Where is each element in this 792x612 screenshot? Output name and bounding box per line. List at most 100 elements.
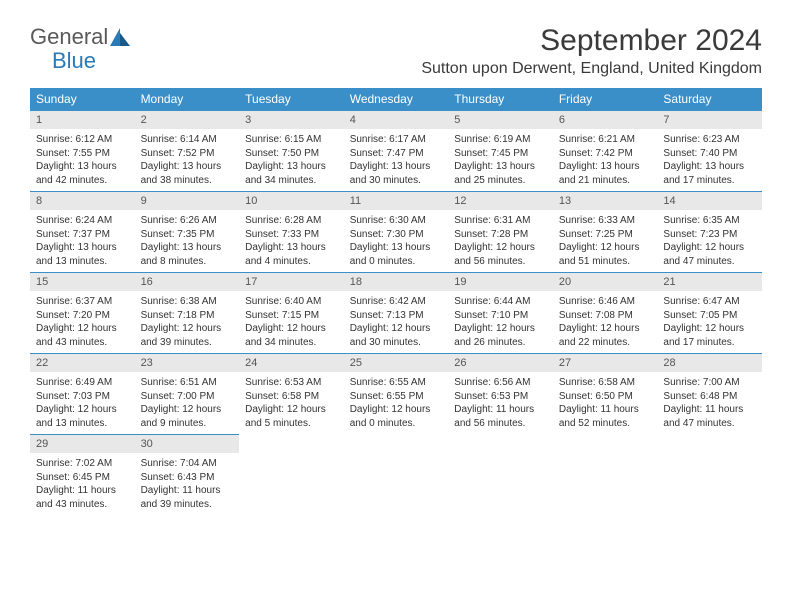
sunrise-text: Sunrise: 6:53 AM: [245, 376, 338, 390]
day-details: Sunrise: 6:17 AMSunset: 7:47 PMDaylight:…: [344, 129, 449, 191]
daylight-text: Daylight: 12 hours and 30 minutes.: [350, 322, 443, 349]
sunrise-text: Sunrise: 6:19 AM: [454, 133, 547, 147]
day-number: 18: [344, 273, 449, 291]
daylight-text: Daylight: 13 hours and 8 minutes.: [141, 241, 234, 268]
sunrise-text: Sunrise: 6:33 AM: [559, 214, 652, 228]
day-number: 19: [448, 273, 553, 291]
day-cell: 25Sunrise: 6:55 AMSunset: 6:55 PMDayligh…: [344, 353, 449, 434]
sunset-text: Sunset: 6:48 PM: [663, 390, 756, 404]
sunset-text: Sunset: 7:50 PM: [245, 147, 338, 161]
day-cell: [239, 434, 344, 515]
header: General September 2024 Sutton upon Derwe…: [30, 24, 762, 78]
day-cell: 4Sunrise: 6:17 AMSunset: 7:47 PMDaylight…: [344, 110, 449, 191]
sunset-text: Sunset: 7:20 PM: [36, 309, 129, 323]
day-details: Sunrise: 6:15 AMSunset: 7:50 PMDaylight:…: [239, 129, 344, 191]
month-title: September 2024: [421, 24, 762, 58]
day-number: 6: [553, 111, 658, 129]
sunrise-text: Sunrise: 6:47 AM: [663, 295, 756, 309]
sunrise-text: Sunrise: 6:24 AM: [36, 214, 129, 228]
day-details: Sunrise: 6:47 AMSunset: 7:05 PMDaylight:…: [657, 291, 762, 353]
daylight-text: Daylight: 13 hours and 25 minutes.: [454, 160, 547, 187]
sunrise-text: Sunrise: 6:38 AM: [141, 295, 234, 309]
daylight-text: Daylight: 13 hours and 21 minutes.: [559, 160, 652, 187]
daylight-text: Daylight: 11 hours and 52 minutes.: [559, 403, 652, 430]
sunrise-text: Sunrise: 6:23 AM: [663, 133, 756, 147]
day-number: 4: [344, 111, 449, 129]
daylight-text: Daylight: 12 hours and 26 minutes.: [454, 322, 547, 349]
sunset-text: Sunset: 7:08 PM: [559, 309, 652, 323]
day-cell: 28 Sunrise: 7:00 AMSunset: 6:48 PMDayligh…: [657, 353, 762, 434]
day-cell: 14Sunrise: 6:35 AMSunset: 7:23 PMDayligh…: [657, 191, 762, 272]
day-details: Sunrise: 6:26 AMSunset: 7:35 PMDaylight:…: [135, 210, 240, 272]
day-cell: 19Sunrise: 6:44 AMSunset: 7:10 PMDayligh…: [448, 272, 553, 353]
day-number: 16: [135, 273, 240, 291]
sunrise-text: Sunrise: 6:46 AM: [559, 295, 652, 309]
day-number: 11: [344, 192, 449, 210]
sunrise-text: Sunrise: 7:02 AM: [36, 457, 129, 471]
sunrise-text: Sunrise: 6:30 AM: [350, 214, 443, 228]
logo-triangle-icon: [110, 28, 130, 46]
day-number: 1: [30, 111, 135, 129]
day-details: Sunrise: 6:12 AMSunset: 7:55 PMDaylight:…: [30, 129, 135, 191]
sunset-text: Sunset: 6:58 PM: [245, 390, 338, 404]
day-number: 28: [657, 354, 762, 372]
weekday-header: Thursday: [448, 88, 553, 110]
day-cell: 13Sunrise: 6:33 AMSunset: 7:25 PMDayligh…: [553, 191, 658, 272]
sunset-text: Sunset: 7:05 PM: [663, 309, 756, 323]
daylight-text: Daylight: 12 hours and 0 minutes.: [350, 403, 443, 430]
daylight-text: Daylight: 12 hours and 56 minutes.: [454, 241, 547, 268]
day-details: Sunrise: 6:53 AMSunset: 6:58 PMDaylight:…: [239, 372, 344, 434]
sunrise-text: Sunrise: 6:15 AM: [245, 133, 338, 147]
day-details: Sunrise: 6:21 AMSunset: 7:42 PMDaylight:…: [553, 129, 658, 191]
weekday-header: Tuesday: [239, 88, 344, 110]
day-cell: 24Sunrise: 6:53 AMSunset: 6:58 PMDayligh…: [239, 353, 344, 434]
daylight-text: Daylight: 11 hours and 47 minutes.: [663, 403, 756, 430]
day-cell: 23Sunrise: 6:51 AMSunset: 7:00 PMDayligh…: [135, 353, 240, 434]
day-number: 5: [448, 111, 553, 129]
sunrise-text: Sunrise: 6:49 AM: [36, 376, 129, 390]
daylight-text: Daylight: 11 hours and 43 minutes.: [36, 484, 129, 511]
day-details: Sunrise: 6:58 AMSunset: 6:50 PMDaylight:…: [553, 372, 658, 434]
calendar-grid: SundayMondayTuesdayWednesdayThursdayFrid…: [30, 88, 762, 515]
sunrise-text: Sunrise: 6:37 AM: [36, 295, 129, 309]
sunrise-text: Sunrise: 6:42 AM: [350, 295, 443, 309]
day-details: Sunrise: 6:56 AMSunset: 6:53 PMDaylight:…: [448, 372, 553, 434]
daylight-text: Daylight: 12 hours and 22 minutes.: [559, 322, 652, 349]
day-details: Sunrise: 6:49 AMSunset: 7:03 PMDaylight:…: [30, 372, 135, 434]
day-cell: [553, 434, 658, 515]
day-cell: 26Sunrise: 6:56 AMSunset: 6:53 PMDayligh…: [448, 353, 553, 434]
daylight-text: Daylight: 12 hours and 13 minutes.: [36, 403, 129, 430]
sunset-text: Sunset: 7:23 PM: [663, 228, 756, 242]
sunrise-text: Sunrise: 6:56 AM: [454, 376, 547, 390]
sunrise-text: Sunrise: 7:00 AM: [663, 376, 756, 390]
sunset-text: Sunset: 7:37 PM: [36, 228, 129, 242]
sunrise-text: Sunrise: 6:35 AM: [663, 214, 756, 228]
daylight-text: Daylight: 13 hours and 30 minutes.: [350, 160, 443, 187]
logo-text-general: General: [30, 24, 108, 50]
day-cell: 18Sunrise: 6:42 AMSunset: 7:13 PMDayligh…: [344, 272, 449, 353]
daylight-text: Daylight: 12 hours and 5 minutes.: [245, 403, 338, 430]
day-number: 21: [657, 273, 762, 291]
sunrise-text: Sunrise: 6:17 AM: [350, 133, 443, 147]
day-details: Sunrise: 6:44 AMSunset: 7:10 PMDaylight:…: [448, 291, 553, 353]
day-details: Sunrise: 6:55 AMSunset: 6:55 PMDaylight:…: [344, 372, 449, 434]
day-details: Sunrise: 6:14 AMSunset: 7:52 PMDaylight:…: [135, 129, 240, 191]
sunset-text: Sunset: 7:42 PM: [559, 147, 652, 161]
sunset-text: Sunset: 7:28 PM: [454, 228, 547, 242]
day-number: 20: [553, 273, 658, 291]
day-number: 29: [30, 435, 135, 453]
day-cell: 17Sunrise: 6:40 AMSunset: 7:15 PMDayligh…: [239, 272, 344, 353]
day-details: Sunrise: 6:24 AMSunset: 7:37 PMDaylight:…: [30, 210, 135, 272]
day-number: 26: [448, 354, 553, 372]
daylight-text: Daylight: 12 hours and 9 minutes.: [141, 403, 234, 430]
day-cell: 15Sunrise: 6:37 AMSunset: 7:20 PMDayligh…: [30, 272, 135, 353]
weekday-header: Monday: [135, 88, 240, 110]
sunset-text: Sunset: 7:30 PM: [350, 228, 443, 242]
sunset-text: Sunset: 7:15 PM: [245, 309, 338, 323]
logo-sub: Blue: [54, 48, 96, 74]
daylight-text: Daylight: 12 hours and 51 minutes.: [559, 241, 652, 268]
sunset-text: Sunset: 7:52 PM: [141, 147, 234, 161]
day-number: 27: [553, 354, 658, 372]
day-details: Sunrise: 6:46 AMSunset: 7:08 PMDaylight:…: [553, 291, 658, 353]
day-number: 3: [239, 111, 344, 129]
